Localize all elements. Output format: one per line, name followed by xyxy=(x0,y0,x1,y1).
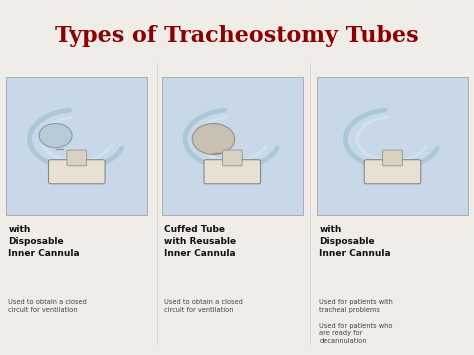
Circle shape xyxy=(192,124,235,154)
Text: Used to obtain a closed
circuit for ventilation: Used to obtain a closed circuit for vent… xyxy=(9,299,87,313)
FancyBboxPatch shape xyxy=(204,160,261,184)
FancyBboxPatch shape xyxy=(317,77,468,215)
FancyBboxPatch shape xyxy=(67,150,87,166)
Text: Cuffed Tube
with Reusable
Inner Cannula: Cuffed Tube with Reusable Inner Cannula xyxy=(164,225,236,258)
Text: with
Disposable
Inner Cannula: with Disposable Inner Cannula xyxy=(319,225,391,258)
FancyBboxPatch shape xyxy=(6,77,147,215)
Circle shape xyxy=(39,124,72,148)
Text: with
Disposable
Inner Cannula: with Disposable Inner Cannula xyxy=(9,225,80,258)
FancyBboxPatch shape xyxy=(222,150,242,166)
Text: Types of Tracheostomy Tubes: Types of Tracheostomy Tubes xyxy=(55,26,419,48)
FancyBboxPatch shape xyxy=(383,150,402,166)
Text: Used to obtain a closed
circuit for ventilation: Used to obtain a closed circuit for vent… xyxy=(164,299,243,313)
FancyBboxPatch shape xyxy=(364,160,421,184)
FancyBboxPatch shape xyxy=(48,160,105,184)
Text: Used for patients with
tracheal problems

Used for patients who
are ready for
de: Used for patients with tracheal problems… xyxy=(319,299,393,344)
FancyBboxPatch shape xyxy=(162,77,303,215)
